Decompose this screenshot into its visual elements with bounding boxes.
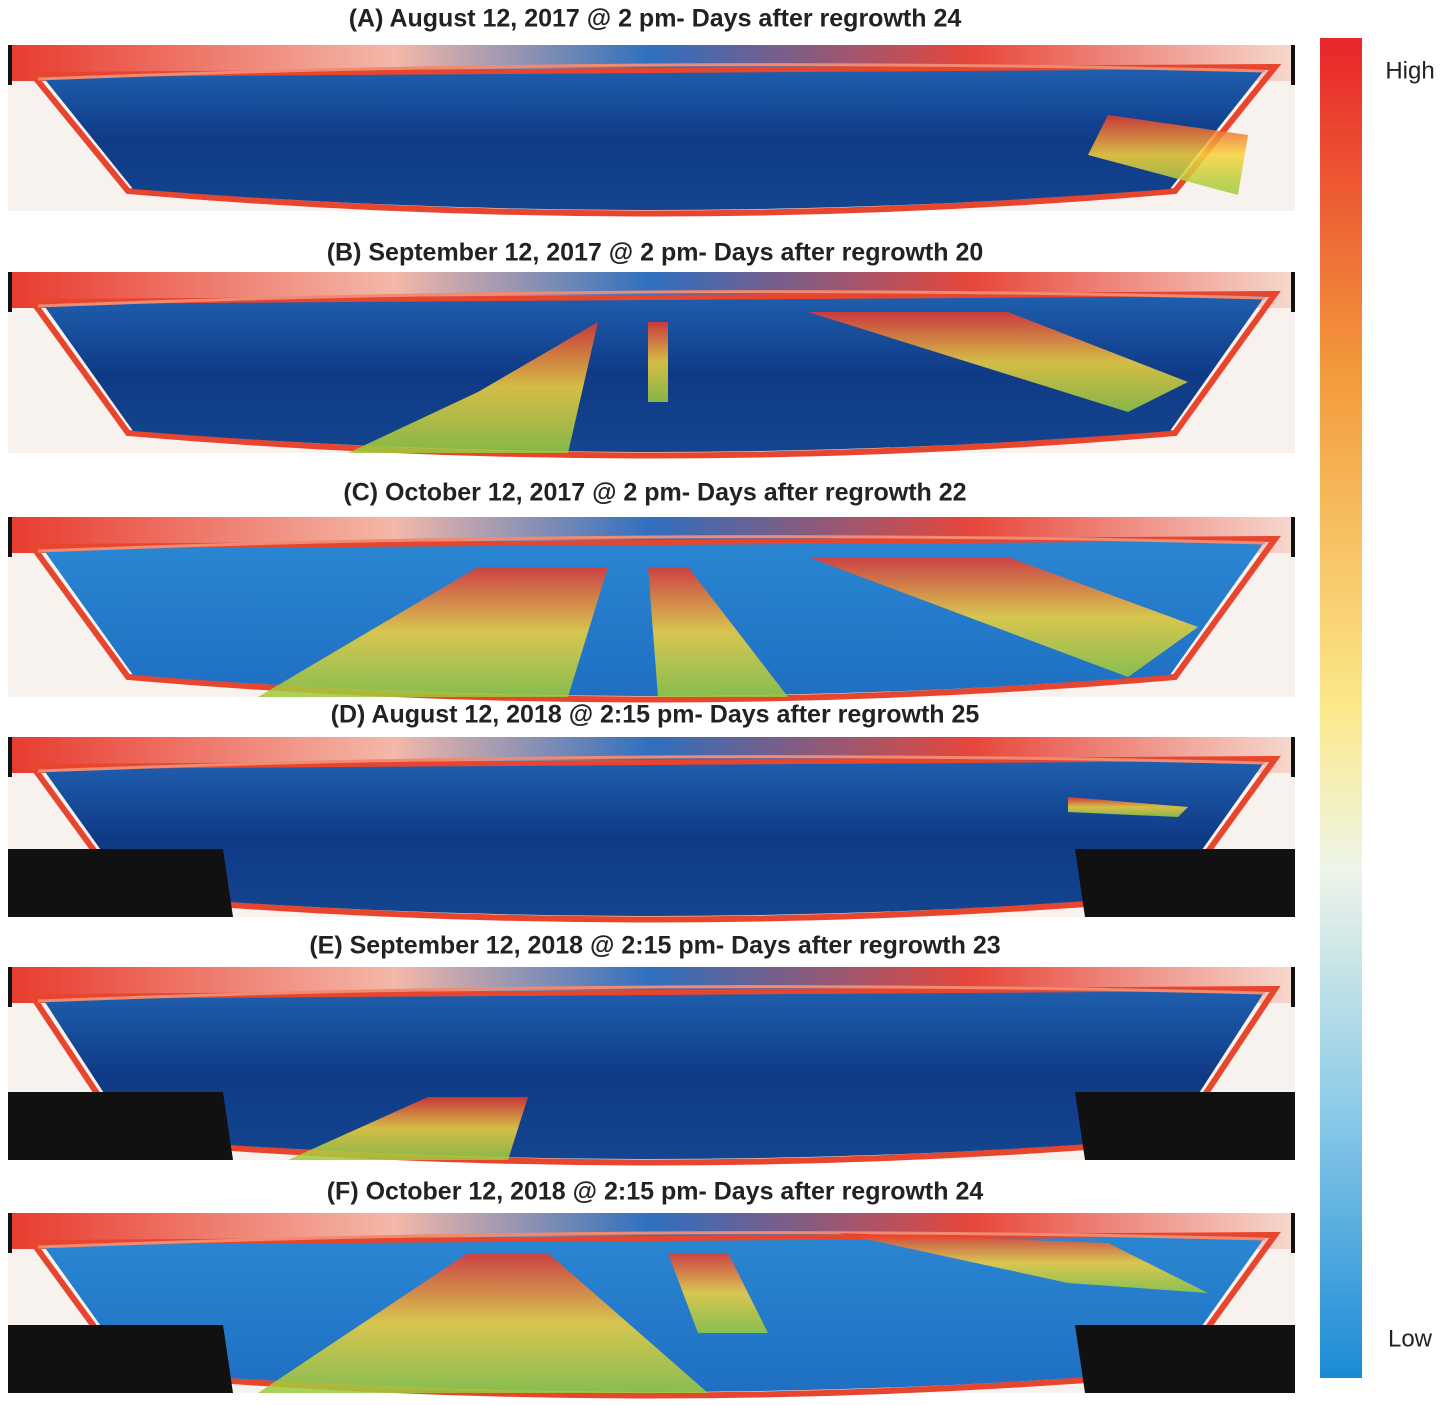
image-border-right xyxy=(1291,45,1295,85)
field xyxy=(43,69,1265,210)
image-border-right xyxy=(1291,517,1295,557)
panel-title: (F) October 12, 2018 @ 2:15 pm- Days aft… xyxy=(327,1178,984,1206)
panel-title: (B) September 12, 2017 @ 2 pm- Days afte… xyxy=(327,239,984,267)
colorbar xyxy=(1320,38,1362,1378)
thermal-image xyxy=(8,45,1295,214)
image-border-right xyxy=(1291,737,1295,777)
image-border-right xyxy=(1291,272,1295,312)
mask-right xyxy=(1075,849,1295,917)
panel-title: (A) August 12, 2017 @ 2 pm- Days after r… xyxy=(349,5,962,33)
image-border-left xyxy=(8,1213,12,1253)
image-border-left xyxy=(8,517,12,557)
panel-title: (E) September 12, 2018 @ 2:15 pm- Days a… xyxy=(309,932,1000,960)
thermal-image xyxy=(8,967,1295,1163)
image-border-left xyxy=(8,737,12,777)
image-border-left xyxy=(8,967,12,1007)
warm-patch xyxy=(648,322,668,402)
thermal-image xyxy=(8,1213,1295,1396)
thermal-image xyxy=(8,737,1295,920)
thermal-image xyxy=(8,272,1295,456)
thermal-image xyxy=(8,517,1295,700)
figure: High Low (A) August 12, 2017 @ 2 pm- Day… xyxy=(0,0,1454,1405)
mask-right xyxy=(1075,1325,1295,1393)
image-border-right xyxy=(1291,1213,1295,1253)
image-border-right xyxy=(1291,967,1295,1007)
panel-title: (C) October 12, 2017 @ 2 pm- Days after … xyxy=(343,479,966,507)
image-border-left xyxy=(8,272,12,312)
colorbar-high: High xyxy=(1385,57,1434,84)
mask-left xyxy=(8,1092,233,1160)
mask-left xyxy=(8,1325,233,1393)
mask-right xyxy=(1075,1092,1295,1160)
image-border-left xyxy=(8,45,12,85)
mask-left xyxy=(8,849,233,917)
colorbar-low: Low xyxy=(1388,1325,1433,1352)
panel-title: (D) August 12, 2018 @ 2:15 pm- Days afte… xyxy=(331,701,980,729)
